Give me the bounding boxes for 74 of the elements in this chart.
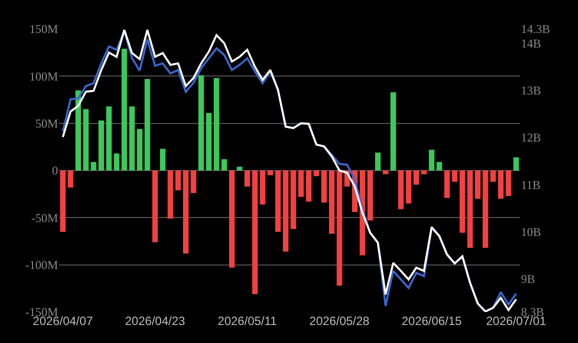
- bar: [460, 170, 466, 233]
- y2-tick-label: 14B: [521, 36, 542, 50]
- y-tick-label: -50M: [31, 210, 58, 225]
- bar: [406, 170, 412, 204]
- bar: [275, 170, 281, 232]
- x-tick-label: 2026/06/15: [402, 314, 462, 328]
- bar: [336, 170, 342, 286]
- bar: [229, 170, 235, 268]
- bar: [282, 170, 288, 252]
- bar: [90, 162, 96, 170]
- bar: [436, 162, 442, 170]
- bar: [122, 48, 128, 170]
- bar: [482, 170, 488, 248]
- bar: [144, 79, 150, 170]
- bar: [114, 154, 120, 170]
- bar: [214, 78, 220, 170]
- bar: [290, 170, 296, 229]
- bar: [75, 90, 81, 170]
- y-tick-label: 150M: [29, 22, 58, 36]
- bar: [198, 75, 204, 170]
- bar: [474, 170, 481, 199]
- y2-tick-label: 9B: [521, 272, 536, 286]
- bar: [421, 170, 427, 174]
- y2-tick-label: 12B: [521, 130, 542, 145]
- bar: [244, 170, 250, 187]
- bar: [498, 170, 504, 199]
- bar: [314, 170, 320, 176]
- bar: [206, 112, 212, 170]
- bar: [268, 170, 274, 176]
- bar: [452, 170, 458, 182]
- x-tick-label: 2026/05/11: [218, 314, 278, 328]
- y2-tick-label: 10B: [521, 225, 542, 240]
- bar: [444, 170, 450, 198]
- bar: [375, 152, 381, 170]
- y2-tick-label: 14.3B: [521, 22, 550, 36]
- y2-tick-label: 11B: [521, 178, 541, 192]
- x-tick-label: 2026/04/23: [125, 314, 186, 328]
- bar: [414, 170, 420, 185]
- bar: [328, 170, 335, 234]
- y-tick-label: -100M: [25, 258, 58, 272]
- bar: [221, 159, 227, 170]
- bar: [428, 150, 434, 170]
- bar: [490, 170, 496, 182]
- bar: [168, 170, 174, 219]
- bar: [506, 170, 512, 196]
- bar: [382, 170, 388, 174]
- bar: [98, 120, 104, 170]
- bar: [236, 166, 242, 170]
- bar: [513, 157, 519, 170]
- bar: [260, 170, 266, 204]
- bar: [152, 170, 158, 242]
- bar: [306, 170, 312, 202]
- bar: [321, 170, 327, 203]
- bar: [390, 92, 396, 170]
- bar: [68, 170, 74, 188]
- bar: [106, 106, 112, 170]
- y-tick-label: 100M: [29, 69, 58, 84]
- bar: [136, 128, 142, 170]
- y-tick-label: 0: [52, 164, 58, 178]
- bar: [367, 170, 373, 220]
- y2-tick-label: 13B: [521, 84, 542, 98]
- bar: [298, 170, 304, 197]
- bar: [252, 170, 258, 294]
- bar: [467, 170, 473, 248]
- bar: [183, 170, 189, 254]
- bar: [83, 109, 89, 170]
- y-tick-label: 50M: [35, 116, 58, 131]
- bar: [190, 170, 196, 194]
- bar: [398, 170, 404, 210]
- x-tick-label: 2026/05/28: [309, 314, 370, 328]
- bar: [60, 170, 66, 232]
- bar: [160, 148, 166, 170]
- bar: [175, 170, 181, 190]
- bar: [129, 106, 135, 170]
